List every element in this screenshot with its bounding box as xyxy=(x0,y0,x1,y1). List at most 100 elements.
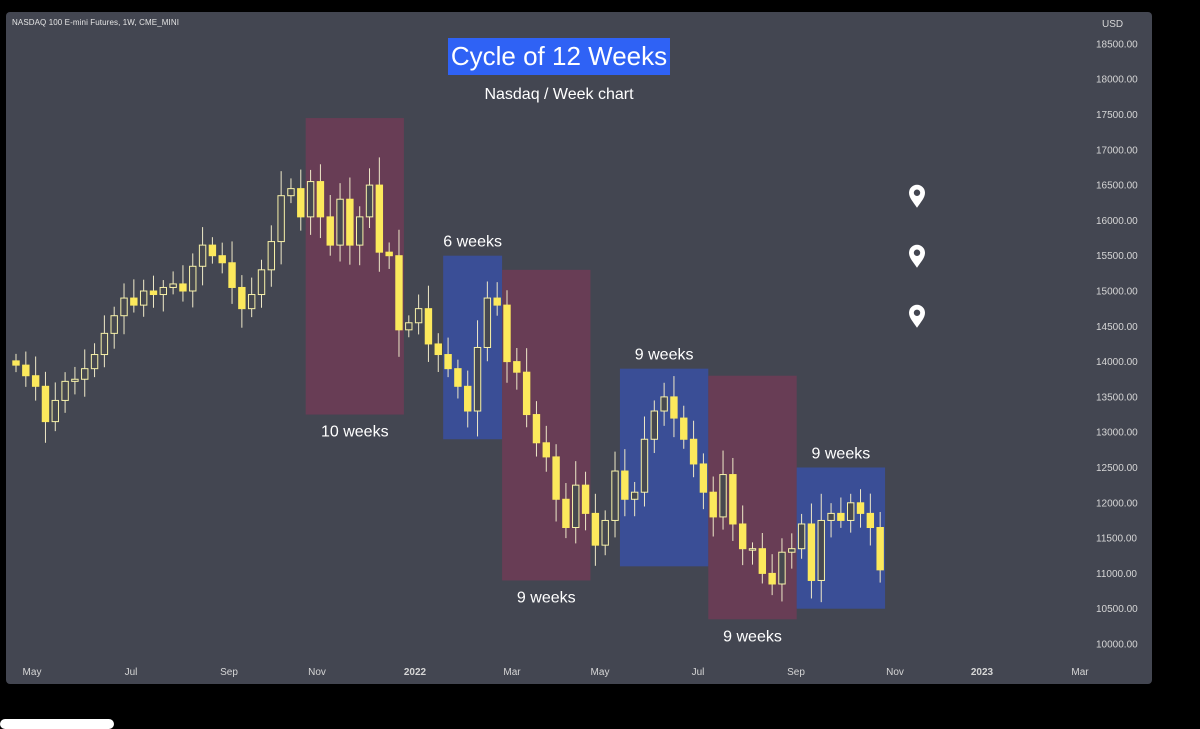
candle xyxy=(729,457,737,541)
candle-body xyxy=(346,198,354,246)
candle-body xyxy=(817,519,825,581)
candle-body xyxy=(866,512,875,529)
candle-body xyxy=(837,512,845,521)
candle-body xyxy=(90,354,99,370)
candle xyxy=(385,242,393,269)
cycle-box-1 xyxy=(305,118,404,415)
candle-body xyxy=(768,572,776,585)
candle xyxy=(699,453,708,510)
candle xyxy=(817,493,825,603)
candle xyxy=(130,279,138,313)
candle-body xyxy=(738,523,747,550)
candle-body xyxy=(228,262,236,288)
price-tick-label: 14500.00 xyxy=(1096,322,1138,333)
candle xyxy=(738,505,747,566)
candle-body xyxy=(41,385,50,423)
candle-body xyxy=(189,265,197,292)
candle xyxy=(81,349,89,397)
candle xyxy=(552,444,560,522)
candle-body xyxy=(130,297,138,306)
candle xyxy=(316,164,325,239)
candle xyxy=(51,382,59,432)
candle xyxy=(228,241,236,304)
candle xyxy=(640,416,649,507)
candle xyxy=(356,206,364,266)
candle-body xyxy=(670,396,678,419)
candle-body xyxy=(81,368,89,380)
candle-body xyxy=(689,438,698,465)
time-tick-label: Mar xyxy=(503,667,521,678)
candle xyxy=(297,169,305,231)
price-tick-label: 13500.00 xyxy=(1096,392,1138,403)
price-tick-label: 11500.00 xyxy=(1096,534,1137,545)
candle xyxy=(218,242,226,274)
candle-body xyxy=(218,255,226,264)
candlestick-chart[interactable]: 10 weeks 6 weeks 9 weeks 9 weeks 9 weeks 9 we… xyxy=(6,12,1152,684)
candle-body xyxy=(375,184,384,253)
candle xyxy=(542,425,550,472)
candle-body xyxy=(621,470,629,500)
time-tick-label: Jul xyxy=(125,667,138,678)
candle xyxy=(797,513,806,559)
candle xyxy=(748,542,757,565)
candle xyxy=(866,493,875,546)
candle-body xyxy=(650,410,658,440)
candle-body xyxy=(542,442,550,458)
candle-body xyxy=(493,297,501,306)
candle-body xyxy=(139,290,148,306)
candle xyxy=(346,177,354,265)
candle-body xyxy=(827,512,835,521)
candle-body xyxy=(306,181,315,218)
candle xyxy=(493,282,501,316)
candle xyxy=(61,372,69,413)
candle-body xyxy=(680,417,688,440)
candle xyxy=(257,259,266,308)
candle xyxy=(179,265,187,302)
candle xyxy=(306,169,315,235)
candle-body xyxy=(61,380,69,401)
candle xyxy=(611,451,619,538)
candle-body xyxy=(120,297,128,317)
candle-body xyxy=(454,368,462,387)
candles xyxy=(12,157,884,603)
candle-body xyxy=(198,244,207,267)
candle xyxy=(149,275,158,308)
candle-body xyxy=(591,512,600,546)
candle xyxy=(788,533,796,569)
candle xyxy=(709,476,717,537)
candle xyxy=(601,510,609,556)
price-tick-label: 16500.00 xyxy=(1096,181,1138,192)
candle-body xyxy=(71,378,79,382)
candle-body xyxy=(729,474,737,525)
candle xyxy=(189,253,197,308)
candle-body xyxy=(699,463,708,493)
price-tick-label: 16000.00 xyxy=(1096,216,1138,227)
candle xyxy=(689,420,698,478)
candle xyxy=(522,348,531,428)
candle-body xyxy=(552,456,560,500)
candle xyxy=(247,277,256,318)
time-axis[interactable]: May Jul Sep Nov 2022 Mar May Jul Sep Nov 2023 Mar xyxy=(23,667,1090,678)
candle xyxy=(139,279,148,317)
candle xyxy=(876,511,884,583)
candle-body xyxy=(277,195,285,243)
cycle-box-label-5: 9 weeks xyxy=(723,628,782,645)
price-tick-label: 10000.00 xyxy=(1096,640,1138,651)
candle-body xyxy=(630,491,639,500)
candle-body xyxy=(572,484,580,529)
candle-body xyxy=(238,286,246,310)
price-axis[interactable]: 10000.00 10500.00 11000.00 11500.00 12000.00… xyxy=(1096,39,1138,650)
cycle-box-label-6: 9 weeks xyxy=(812,446,871,463)
candle-body xyxy=(640,438,649,493)
candle xyxy=(444,337,452,378)
time-tick-label: Sep xyxy=(220,667,238,678)
candle-body xyxy=(758,548,767,574)
candle-body xyxy=(316,181,325,218)
candle xyxy=(807,503,816,599)
candle-body xyxy=(179,283,187,292)
candle-body xyxy=(709,491,717,518)
candle xyxy=(719,450,727,530)
time-tick-label: May xyxy=(591,667,610,678)
candle-body xyxy=(876,527,884,571)
candle xyxy=(277,171,285,265)
